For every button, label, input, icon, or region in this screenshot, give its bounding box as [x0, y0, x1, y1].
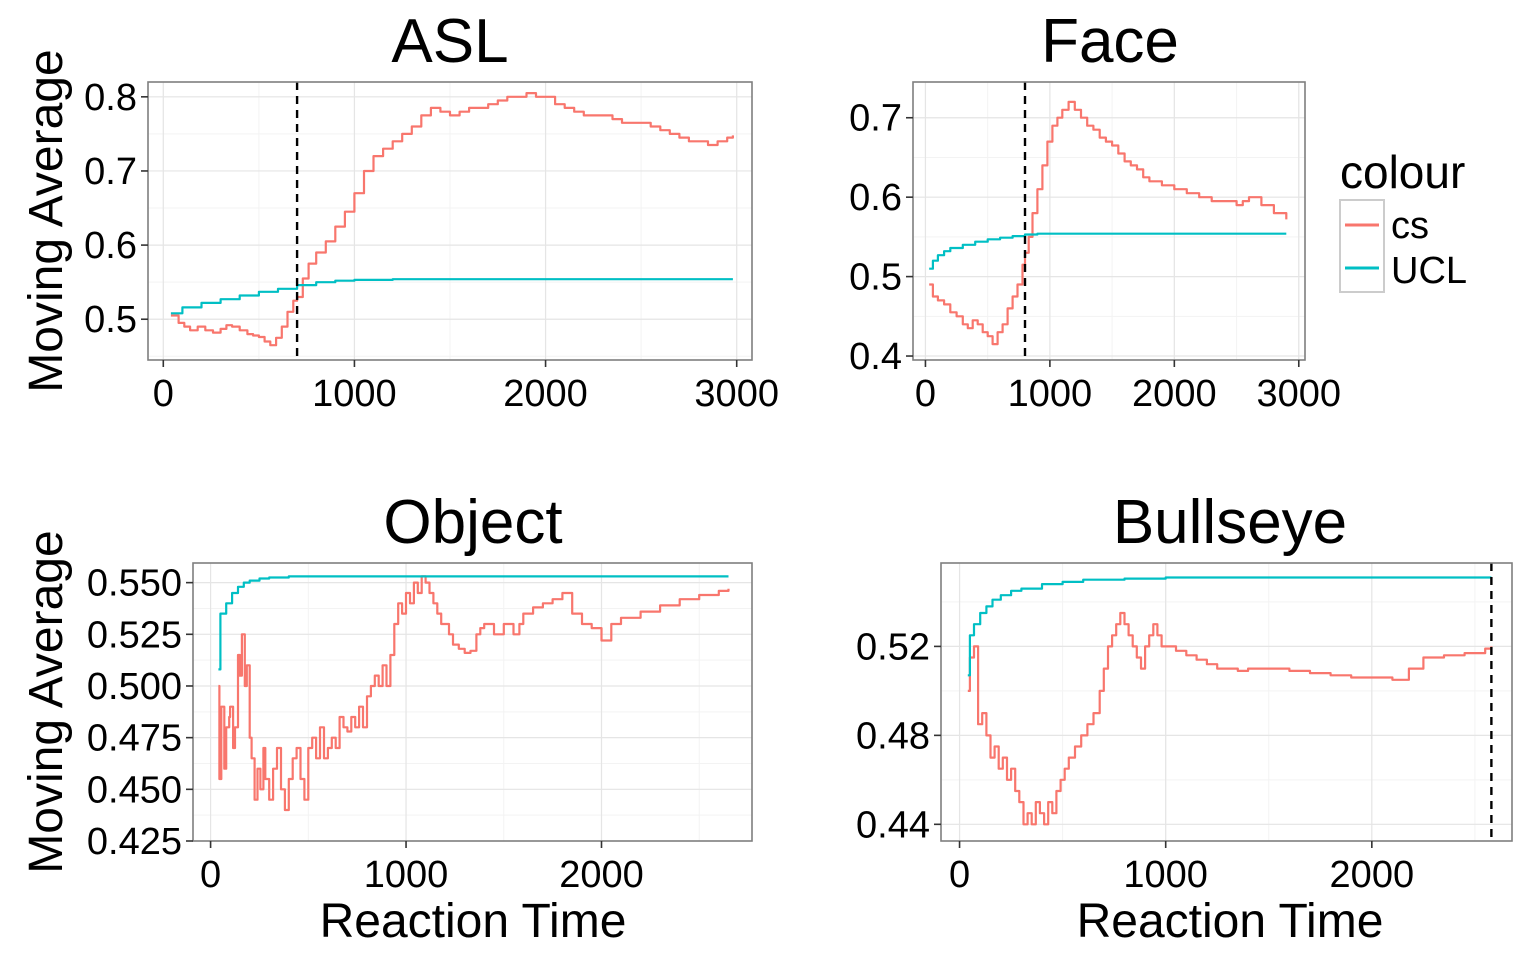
y-tick-label: 0.475	[87, 718, 182, 760]
panel-border	[147, 81, 753, 361]
x-tick-label: 0	[915, 373, 936, 415]
y-tick-label: 0.6	[849, 177, 902, 219]
x-tick-label: 2000	[1330, 854, 1415, 896]
panel-background	[941, 563, 1512, 841]
y-axis-title: Moving Average	[20, 530, 73, 873]
y-tick-label: 0.4	[849, 336, 902, 378]
x-tick-label: 2000	[559, 854, 644, 896]
gridlines	[148, 82, 752, 360]
y-tick-label: 0.8	[84, 77, 137, 119]
y-tick-label: 0.425	[87, 821, 182, 863]
y-tick-label: 0.450	[87, 769, 182, 811]
series-group	[929, 100, 1288, 346]
y-tick-label: 0.44	[856, 804, 930, 846]
x-tick-label: 2000	[503, 373, 588, 415]
series-group	[170, 92, 734, 347]
series-line-cs	[170, 92, 734, 347]
series-group	[218, 575, 730, 812]
panel-border	[192, 562, 753, 842]
y-tick-label: 0.5	[849, 257, 902, 299]
legend-key-box	[1339, 199, 1385, 293]
panel-face: 0 1000 2000 3000 0.4 0.5 0.6 0.7 Face	[849, 7, 1342, 415]
series-line-ucl	[218, 575, 729, 671]
x-tick-label: 1000	[1123, 854, 1208, 896]
x-tick-label: 3000	[1257, 373, 1342, 415]
legend: colour cs UCL	[1339, 146, 1467, 293]
y-tick-label: 0.5	[84, 299, 137, 341]
panel-border	[940, 562, 1513, 842]
panel-bullseye: 0 1000 2000 0.44 0.48 0.52 Bullseye	[856, 488, 1513, 896]
y-tick-label: 0.6	[84, 225, 137, 267]
legend-title: colour	[1340, 146, 1465, 198]
panel-object: 0 1000 2000 0.425 0.450 0.475 0.500 0.525 0.550 O…	[87, 488, 753, 896]
panel-title: ASL	[391, 7, 508, 76]
series-line-cs	[967, 611, 1493, 826]
series-line-cs	[218, 575, 730, 812]
panel-background	[193, 563, 752, 841]
x-axis-title: Reaction Time	[1077, 895, 1384, 948]
x-tick-label: 1000	[312, 373, 397, 415]
y-tick-label: 0.550	[87, 563, 182, 605]
y-tick-label: 0.500	[87, 666, 182, 708]
chart-panels: 0 1000 2000 3000 0.5 0.6 0.7 0.8 ASL 0 1000 2000 300…	[20, 7, 1513, 948]
y-tick-label: 0.48	[856, 715, 930, 757]
x-axis-title: Reaction Time	[320, 895, 627, 948]
panel-title: Object	[383, 488, 562, 557]
y-axis-title: Moving Average	[20, 49, 73, 392]
y-tick-label: 0.525	[87, 614, 182, 656]
gridlines	[913, 82, 1305, 360]
y-tick-label: 0.7	[849, 98, 902, 140]
series-line-ucl	[967, 576, 1492, 677]
panel-title: Face	[1041, 7, 1179, 76]
y-tick-label: 0.7	[84, 151, 137, 193]
series-line-cs	[929, 100, 1288, 346]
series-group	[967, 576, 1493, 826]
series-line-ucl	[170, 278, 733, 315]
legend-label-ucl: UCL	[1391, 250, 1467, 292]
x-tick-label: 0	[153, 373, 174, 415]
panel-border	[912, 81, 1306, 361]
series-line-ucl	[929, 232, 1287, 270]
y-tick-label: 0.52	[856, 626, 930, 668]
x-tick-label: 0	[949, 854, 970, 896]
x-tick-label: 3000	[694, 373, 779, 415]
legend-label-cs: cs	[1391, 205, 1429, 247]
panel-background	[913, 82, 1305, 360]
x-tick-label: 1000	[1008, 373, 1093, 415]
x-tick-label: 0	[200, 854, 221, 896]
panel-title: Bullseye	[1113, 488, 1347, 557]
x-tick-label: 1000	[364, 854, 449, 896]
panel-asl: 0 1000 2000 3000 0.5 0.6 0.7 0.8 ASL	[84, 7, 779, 415]
x-tick-label: 2000	[1132, 373, 1217, 415]
